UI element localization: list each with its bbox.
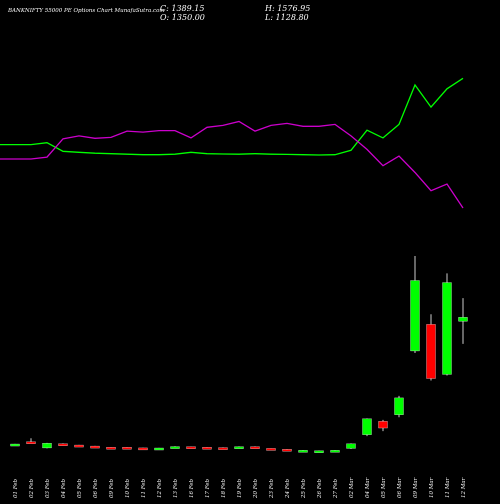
candle-body bbox=[74, 444, 84, 448]
candle-body bbox=[10, 443, 20, 447]
x-tick-label: 17 Feb bbox=[205, 478, 211, 498]
magenta-line bbox=[0, 120, 464, 209]
x-tick-label: 18 Feb bbox=[221, 478, 227, 498]
candle-body bbox=[314, 450, 324, 453]
candle-body bbox=[234, 446, 244, 449]
candle-body bbox=[298, 450, 308, 453]
x-tick-label: 11 Feb bbox=[141, 478, 147, 498]
candle-body bbox=[394, 397, 404, 415]
x-tick-label: 03 Feb bbox=[45, 478, 51, 498]
candle-body bbox=[442, 282, 452, 375]
x-tick-label: 04 Mar bbox=[365, 477, 371, 498]
x-tick-label: 09 Mar bbox=[413, 477, 419, 498]
x-tick-label: 24 Feb bbox=[285, 478, 291, 499]
candle-body bbox=[330, 450, 340, 453]
x-tick-label: 06 Mar bbox=[397, 477, 403, 498]
candle-body bbox=[122, 447, 132, 450]
candle-body bbox=[266, 448, 276, 451]
x-tick-label: 12 Mar bbox=[461, 477, 467, 498]
candle-body bbox=[378, 421, 388, 429]
candle-body bbox=[154, 447, 164, 451]
candle-body bbox=[426, 324, 436, 379]
x-tick-label: 20 Feb bbox=[253, 478, 259, 499]
green-line bbox=[0, 77, 464, 156]
x-tick-label: 16 Feb bbox=[189, 478, 195, 498]
candle-body bbox=[202, 447, 212, 450]
candle-body bbox=[410, 280, 420, 352]
x-tick-label: 04 Feb bbox=[61, 478, 67, 498]
candle-body bbox=[218, 447, 228, 450]
candle-body bbox=[26, 441, 36, 444]
candle-body bbox=[458, 317, 468, 322]
candle-body bbox=[250, 446, 260, 449]
x-tick-label: 10 Mar bbox=[429, 477, 435, 498]
high-readout: H: 1576.95 bbox=[265, 4, 311, 13]
candle-body bbox=[106, 447, 116, 450]
x-tick-label: 09 Feb bbox=[109, 478, 115, 498]
close-readout: C: 1389.15 bbox=[160, 4, 205, 13]
x-tick-label: 10 Feb bbox=[125, 478, 131, 498]
candle-body bbox=[346, 443, 356, 449]
candle-body bbox=[282, 449, 292, 452]
x-tick-label: 13 Feb bbox=[173, 478, 179, 498]
x-tick-label: 23 Feb bbox=[269, 478, 275, 499]
candle-body bbox=[186, 446, 196, 449]
low-readout: L: 1128.80 bbox=[265, 13, 309, 22]
open-readout: O: 1350.00 bbox=[160, 13, 205, 22]
chart-title: BANKNIFTY 55000 PE Options Chart MunafaS… bbox=[8, 8, 165, 14]
x-tick-label: 26 Feb bbox=[317, 478, 323, 499]
x-tick-label: 12 Feb bbox=[157, 478, 163, 498]
x-tick-label: 27 Feb bbox=[333, 478, 339, 499]
x-tick-label: 01 Feb bbox=[13, 478, 19, 498]
x-tick-label: 02 Mar bbox=[349, 477, 355, 498]
x-tick-label: 05 Feb bbox=[77, 478, 83, 498]
x-tick-label: 19 Feb bbox=[237, 478, 243, 498]
candle-body bbox=[42, 443, 52, 449]
x-tick-label: 25 Feb bbox=[301, 478, 307, 499]
x-tick-label: 06 Feb bbox=[93, 478, 99, 498]
candle-body bbox=[90, 445, 100, 449]
candle-body bbox=[170, 446, 180, 449]
candle-body bbox=[138, 447, 148, 451]
x-tick-label: 05 Mar bbox=[381, 477, 387, 498]
candle-body bbox=[362, 418, 372, 435]
x-tick-label: 11 Mar bbox=[445, 477, 451, 498]
candle-body bbox=[58, 443, 68, 446]
x-tick-label: 02 Feb bbox=[29, 478, 35, 498]
